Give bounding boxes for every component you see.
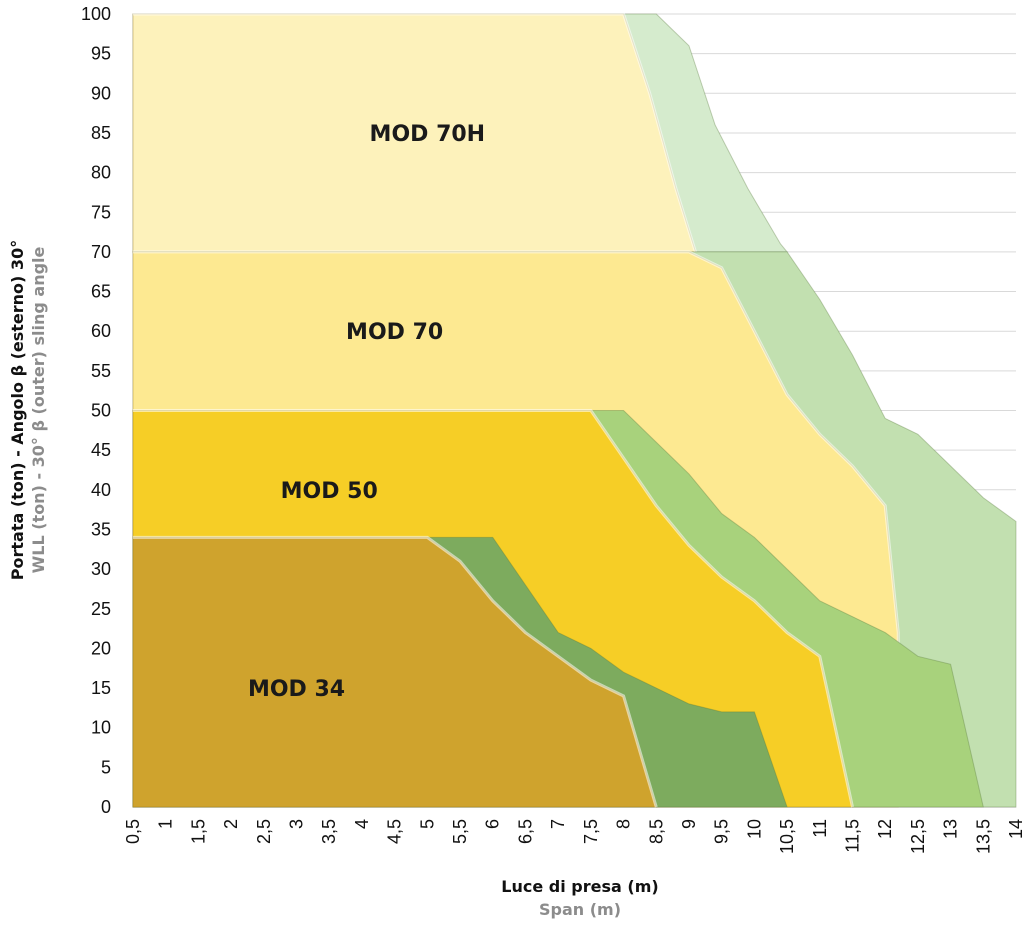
- y-tick-label: 50: [91, 401, 111, 421]
- y-tick-label: 90: [91, 83, 111, 103]
- x-tick-label: 11,5: [842, 819, 862, 853]
- y-axis-ticks: 0 5 10 15 20 25 30 35 40 45 50 55 60 65 70 75 80 85 90 95 10…: [81, 4, 111, 817]
- x-tick-label: 0,5: [123, 819, 143, 844]
- x-tick-label: 13,5: [973, 819, 993, 854]
- y-axis-subtitle: WLL (ton) - 30° β (outer) sling angle: [29, 246, 48, 573]
- area-mod-34-edge: [133, 535, 658, 808]
- y-tick-label: 100: [81, 4, 111, 24]
- x-axis-ticks: 0,5 1 1,5 2 2,5 3 3,5 4 4,5 5 5,5 6 6,5 7 7,5 8 8,5 9 9,5 1…: [123, 819, 1026, 854]
- x-tick-label: 10: [744, 819, 764, 839]
- x-tick-label: 9,5: [712, 819, 732, 844]
- area-mod-70h-edge: [133, 12, 697, 253]
- x-tick-label: 11: [810, 819, 830, 838]
- capacity-areas: [132, 12, 1017, 808]
- y-tick-label: 25: [91, 599, 111, 619]
- y-tick-label: 65: [91, 282, 111, 302]
- x-tick-label: 9: [679, 819, 699, 829]
- x-tick-label: 6: [483, 819, 503, 829]
- x-tick-label: 2,5: [254, 819, 274, 844]
- y-tick-label: 80: [91, 163, 111, 183]
- y-tick-label: 55: [91, 361, 111, 381]
- y-tick-label: 5: [101, 757, 111, 777]
- y-tick-label: 10: [91, 718, 111, 738]
- label-mod-70h: MOD 70H: [370, 122, 486, 147]
- x-tick-label: 4,5: [385, 819, 405, 844]
- x-tick-label: 5,5: [450, 819, 470, 844]
- y-tick-label: 70: [91, 242, 111, 262]
- y-tick-label: 40: [91, 480, 111, 500]
- y-tick-label: 45: [91, 440, 111, 460]
- y-tick-label: 15: [91, 678, 111, 698]
- x-tick-label: 8,5: [646, 819, 666, 844]
- y-tick-label: 30: [91, 559, 111, 579]
- x-tick-label: 13: [941, 819, 961, 839]
- x-axis-title: Luce di presa (m): [501, 877, 658, 896]
- y-tick-label: 0: [101, 797, 111, 817]
- label-mod-34: MOD 34: [248, 677, 345, 702]
- y-tick-label: 20: [91, 638, 111, 658]
- x-tick-label: 3: [287, 819, 307, 829]
- y-tick-label: 75: [91, 202, 111, 222]
- x-tick-label: 5: [417, 819, 437, 829]
- x-tick-label: 2: [221, 819, 241, 829]
- series-labels: MOD 70H MOD 70 MOD 50 MOD 34: [248, 122, 485, 702]
- y-tick-label: 95: [91, 44, 111, 64]
- x-tick-label: 8: [614, 819, 634, 829]
- y-tick-label: 60: [91, 321, 111, 341]
- area-mod-70-edge: [133, 250, 900, 807]
- area-mod-50-edge: [133, 409, 854, 808]
- x-tick-label: 12,5: [908, 819, 928, 854]
- label-mod-50: MOD 50: [281, 479, 378, 504]
- label-mod-70: MOD 70: [346, 320, 443, 345]
- x-tick-label: 4: [352, 819, 372, 829]
- x-tick-label: 1: [156, 819, 176, 829]
- x-tick-label: 7,5: [581, 819, 601, 844]
- x-tick-label: 1,5: [188, 819, 208, 844]
- x-tick-label: 10,5: [777, 819, 797, 854]
- y-axis-title: Portata (ton) - Angolo β (esterno) 30°: [8, 240, 27, 580]
- y-tick-label: 85: [91, 123, 111, 143]
- x-tick-label: 3,5: [319, 819, 339, 844]
- x-tick-label: 6,5: [515, 819, 535, 844]
- x-axis-subtitle: Span (m): [539, 900, 621, 919]
- x-tick-label: 7: [548, 819, 568, 829]
- x-tick-label: 12: [875, 819, 895, 839]
- y-tick-label: 35: [91, 519, 111, 539]
- x-tick-label: 14: [1006, 819, 1026, 839]
